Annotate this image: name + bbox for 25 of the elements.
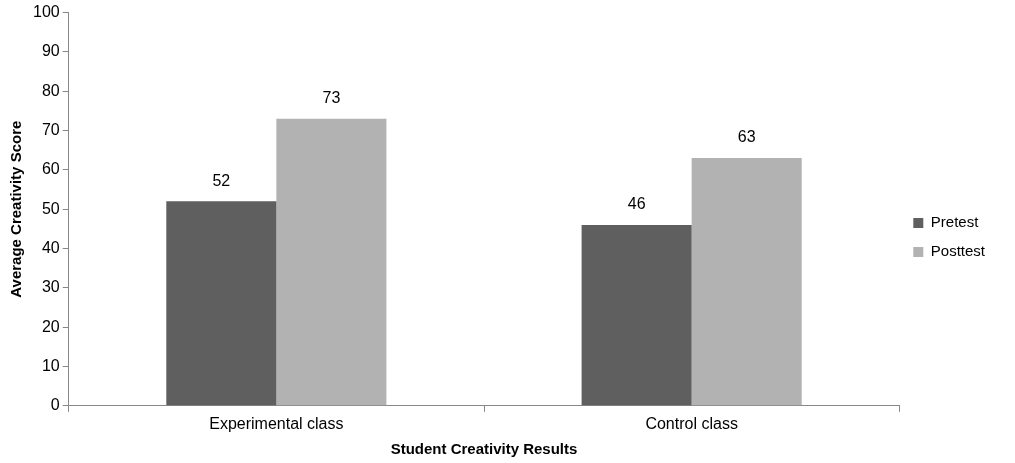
x-axis-title: Student Creativity Results xyxy=(390,440,578,458)
y-tick-label: 40 xyxy=(41,238,60,256)
bar xyxy=(276,118,387,406)
data-label: 52 xyxy=(212,171,231,189)
y-axis-title: Average Creativity Score xyxy=(7,120,25,298)
y-tick-label: 20 xyxy=(41,317,60,335)
y-tick-label: 90 xyxy=(41,42,60,60)
data-label: 73 xyxy=(322,89,341,107)
y-tick-label: 70 xyxy=(41,120,60,138)
data-label: 63 xyxy=(737,128,756,146)
y-tick-label: 0 xyxy=(50,396,60,414)
y-tick-label: 30 xyxy=(41,278,60,296)
x-tick-label: Experimental class xyxy=(209,414,344,432)
bar xyxy=(581,224,692,406)
y-tick-label: 80 xyxy=(41,81,60,99)
y-tick-label: 60 xyxy=(41,160,60,178)
bar xyxy=(691,158,802,406)
data-label: 46 xyxy=(627,195,646,213)
bar xyxy=(166,201,277,406)
y-tick-label: 10 xyxy=(41,356,60,374)
x-tick-label: Control class xyxy=(645,414,738,432)
legend-label: Posttest xyxy=(930,242,986,260)
legend-label: Pretest xyxy=(930,213,980,231)
y-tick-label: 50 xyxy=(41,199,60,217)
y-tick-label: 100 xyxy=(32,3,60,21)
